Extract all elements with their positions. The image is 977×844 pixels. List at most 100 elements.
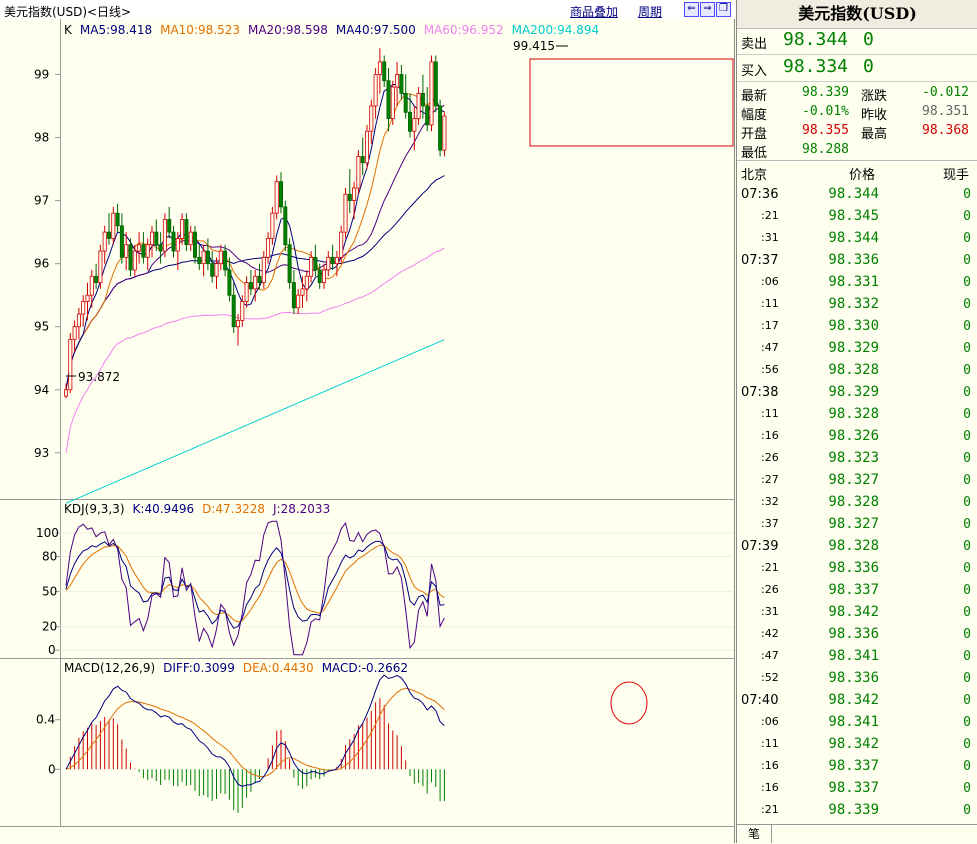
stat-label: 最高 <box>861 127 888 142</box>
candle-body <box>339 231 344 258</box>
tick-volume: 0 <box>963 275 971 290</box>
candle-body <box>304 275 309 290</box>
tick-time: :11 <box>761 737 779 750</box>
tick-row: 07:38 98.329 0 <box>737 382 977 404</box>
candle-body <box>175 238 180 252</box>
k-label: K <box>64 23 73 37</box>
tick-row: :21 98.336 0 <box>737 558 977 580</box>
tick-price: 98.323 <box>828 450 879 466</box>
stat-value: -0.01% <box>802 104 849 119</box>
tick-time: :31 <box>761 605 779 618</box>
tick-price: 98.332 <box>828 296 879 312</box>
candle-body <box>253 275 258 290</box>
tick-time: :32 <box>761 495 779 508</box>
tick-time: :26 <box>761 583 779 596</box>
macd-label: MACD(12,26,9) <box>64 661 155 675</box>
tick-volume: 0 <box>963 583 971 598</box>
stat-label: 开盘 <box>741 127 768 142</box>
status-strip <box>0 826 734 844</box>
ma60-line <box>65 247 445 453</box>
kdj-d-line <box>65 544 445 623</box>
tick-row: :11 98.328 0 <box>737 404 977 426</box>
arrow-right-icon[interactable]: ⇒ <box>700 2 715 17</box>
candle-body <box>425 105 430 126</box>
tick-volume: 0 <box>963 737 971 752</box>
tick-row: 07:36 98.344 0 <box>737 184 977 206</box>
kdj-k-line <box>65 540 445 629</box>
tick-time: :11 <box>761 297 779 310</box>
candle-body <box>81 301 86 315</box>
arrow-left-icon[interactable]: ⇐ <box>684 2 699 17</box>
buy-price: 98.334 <box>783 56 849 77</box>
stats-row: 开盘 98.355 最高 98.368 <box>737 122 977 142</box>
candle-body <box>386 80 391 119</box>
legend-item: MA10:98.523 <box>160 23 240 37</box>
candle-body <box>149 231 154 246</box>
stats-block: 最新 98.339 涨跌 -0.012 幅度 -0.01% 昨收 98.351 开盘 98.355… <box>737 82 977 161</box>
candle-body <box>412 118 417 132</box>
tick-row: :26 98.323 0 <box>737 448 977 470</box>
legend-item: MACD:-0.2662 <box>322 661 408 675</box>
tick-time: 07:39 <box>741 539 779 554</box>
tick-row: :11 98.332 0 <box>737 294 977 316</box>
candle-body <box>296 294 301 309</box>
candle-body <box>76 313 81 328</box>
tick-price: 98.330 <box>828 318 879 334</box>
tick-time: :16 <box>761 781 779 794</box>
stat-value: 98.368 <box>922 123 969 138</box>
tick-time: :47 <box>761 649 779 662</box>
legend-item: MA200:94.894 <box>512 23 600 37</box>
tick-row: :21 98.345 0 <box>737 206 977 228</box>
tick-price: 98.328 <box>828 362 879 378</box>
tick-price: 98.336 <box>828 626 879 642</box>
tick-row: :47 98.329 0 <box>737 338 977 360</box>
tick-time: :42 <box>761 627 779 640</box>
low-price-label: 93.872 <box>78 370 120 384</box>
tick-time: :06 <box>761 275 779 288</box>
tick-list[interactable]: 07:36 98.344 0:21 98.345 0:31 98.344 0 07:37 98.… <box>737 184 977 824</box>
tick-header-time: 北京 <box>741 168 768 183</box>
legend-item: D:47.3228 <box>202 502 265 516</box>
tick-time: :17 <box>761 319 779 332</box>
tick-volume: 0 <box>963 209 971 224</box>
period-menu-link[interactable]: 周期 <box>638 5 663 19</box>
ma200-line <box>65 339 445 504</box>
tick-price: 98.342 <box>828 736 879 752</box>
restore-icon[interactable]: ❐ <box>716 2 731 17</box>
candle-body <box>373 74 378 107</box>
overlay-menu-link[interactable]: 商品叠加 <box>570 5 619 19</box>
tick-volume: 0 <box>963 451 971 466</box>
highlight-box <box>529 58 734 147</box>
stat-label: 最新 <box>741 89 768 104</box>
tick-price: 98.328 <box>828 494 879 510</box>
candle-body <box>223 250 228 271</box>
price-tick-label: 94 <box>34 383 49 397</box>
macd-tick-label: 0 <box>48 762 56 776</box>
tick-time: :16 <box>761 759 779 772</box>
candle-body <box>257 275 262 283</box>
tick-row: :11 98.342 0 <box>737 734 977 756</box>
tick-row: :16 98.337 0 <box>737 778 977 800</box>
sell-price: 98.344 <box>783 29 849 50</box>
tick-row: :42 98.336 0 <box>737 624 977 646</box>
candle-body <box>266 238 271 258</box>
tick-time: :52 <box>761 671 779 684</box>
candle-body <box>158 244 163 252</box>
candle-body <box>278 181 283 208</box>
tick-row: :17 98.330 0 <box>737 316 977 338</box>
candle-body <box>330 256 335 265</box>
candle-body <box>197 256 202 265</box>
tick-time: :26 <box>761 451 779 464</box>
tick-price: 98.345 <box>828 208 879 224</box>
stat-value: 98.339 <box>802 85 849 100</box>
sell-volume: 0 <box>863 29 874 50</box>
tick-row: :27 98.327 0 <box>737 470 977 492</box>
tick-time: :47 <box>761 341 779 354</box>
candle-body <box>132 250 137 271</box>
tick-volume: 0 <box>963 495 971 510</box>
tick-time: 07:37 <box>741 253 779 268</box>
stat-value: 98.355 <box>802 123 849 138</box>
tab-ticks[interactable]: 笔 <box>737 825 772 843</box>
tick-row: :52 98.336 0 <box>737 668 977 690</box>
